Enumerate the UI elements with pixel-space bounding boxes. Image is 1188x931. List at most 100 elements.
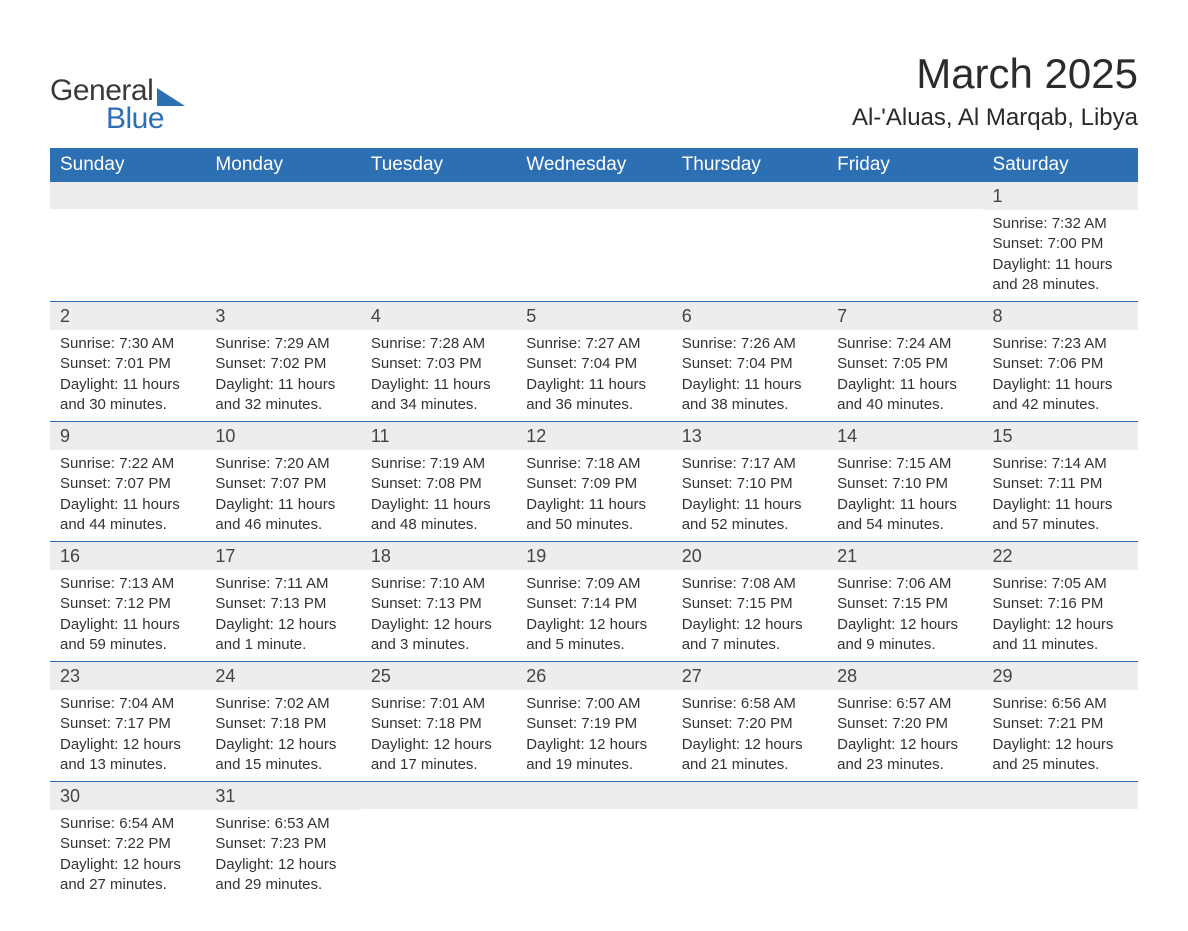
calendar-day-cell: 12Sunrise: 7:18 AMSunset: 7:09 PMDayligh… (516, 422, 671, 542)
day-details (827, 209, 982, 287)
day-details: Sunrise: 7:05 AMSunset: 7:16 PMDaylight:… (983, 570, 1138, 661)
day-details (50, 209, 205, 287)
calendar-day-cell: 27Sunrise: 6:58 AMSunset: 7:20 PMDayligh… (672, 662, 827, 782)
calendar-day-cell: 18Sunrise: 7:10 AMSunset: 7:13 PMDayligh… (361, 542, 516, 662)
day-details: Sunrise: 7:27 AMSunset: 7:04 PMDaylight:… (516, 330, 671, 421)
day-number: 11 (361, 422, 516, 450)
logo-text-blue: Blue (106, 102, 164, 136)
day-number (827, 782, 982, 809)
calendar-week-row: 23Sunrise: 7:04 AMSunset: 7:17 PMDayligh… (50, 662, 1138, 782)
day-number: 13 (672, 422, 827, 450)
day-details (205, 209, 360, 287)
calendar-day-cell: 10Sunrise: 7:20 AMSunset: 7:07 PMDayligh… (205, 422, 360, 542)
day-details: Sunrise: 6:54 AMSunset: 7:22 PMDaylight:… (50, 810, 205, 901)
day-number: 24 (205, 662, 360, 690)
calendar-empty-cell (205, 182, 360, 302)
calendar-day-cell: 9Sunrise: 7:22 AMSunset: 7:07 PMDaylight… (50, 422, 205, 542)
title-block: March 2025 Al-'Aluas, Al Marqab, Libya (852, 50, 1138, 132)
day-number: 17 (205, 542, 360, 570)
day-number: 10 (205, 422, 360, 450)
day-number (516, 782, 671, 809)
day-details (361, 209, 516, 287)
day-number: 7 (827, 302, 982, 330)
calendar-day-cell: 16Sunrise: 7:13 AMSunset: 7:12 PMDayligh… (50, 542, 205, 662)
day-number: 12 (516, 422, 671, 450)
weekday-header-row: SundayMondayTuesdayWednesdayThursdayFrid… (50, 148, 1138, 182)
day-number: 25 (361, 662, 516, 690)
calendar-day-cell: 3Sunrise: 7:29 AMSunset: 7:02 PMDaylight… (205, 302, 360, 422)
day-number (516, 182, 671, 209)
location-subtitle: Al-'Aluas, Al Marqab, Libya (852, 104, 1138, 132)
weekday-header: Wednesday (516, 148, 671, 182)
day-details (672, 809, 827, 887)
day-number (205, 182, 360, 209)
weekday-header: Monday (205, 148, 360, 182)
day-details: Sunrise: 7:32 AMSunset: 7:00 PMDaylight:… (983, 210, 1138, 301)
calendar-week-row: 2Sunrise: 7:30 AMSunset: 7:01 PMDaylight… (50, 302, 1138, 422)
day-details: Sunrise: 6:57 AMSunset: 7:20 PMDaylight:… (827, 690, 982, 781)
day-number: 30 (50, 782, 205, 810)
logo: General Blue (50, 74, 185, 136)
day-number (672, 182, 827, 209)
day-details: Sunrise: 7:18 AMSunset: 7:09 PMDaylight:… (516, 450, 671, 541)
calendar-week-row: 9Sunrise: 7:22 AMSunset: 7:07 PMDaylight… (50, 422, 1138, 542)
day-details: Sunrise: 7:30 AMSunset: 7:01 PMDaylight:… (50, 330, 205, 421)
calendar-day-cell: 13Sunrise: 7:17 AMSunset: 7:10 PMDayligh… (672, 422, 827, 542)
day-details (516, 209, 671, 287)
calendar-day-cell: 1Sunrise: 7:32 AMSunset: 7:00 PMDaylight… (983, 182, 1138, 302)
calendar-day-cell: 21Sunrise: 7:06 AMSunset: 7:15 PMDayligh… (827, 542, 982, 662)
day-number: 9 (50, 422, 205, 450)
day-number: 4 (361, 302, 516, 330)
weekday-header: Friday (827, 148, 982, 182)
day-details: Sunrise: 6:56 AMSunset: 7:21 PMDaylight:… (983, 690, 1138, 781)
day-details: Sunrise: 7:04 AMSunset: 7:17 PMDaylight:… (50, 690, 205, 781)
calendar-week-row: 1Sunrise: 7:32 AMSunset: 7:00 PMDaylight… (50, 182, 1138, 302)
day-number: 3 (205, 302, 360, 330)
day-details: Sunrise: 7:22 AMSunset: 7:07 PMDaylight:… (50, 450, 205, 541)
day-details: Sunrise: 7:01 AMSunset: 7:18 PMDaylight:… (361, 690, 516, 781)
day-details: Sunrise: 6:58 AMSunset: 7:20 PMDaylight:… (672, 690, 827, 781)
calendar-empty-cell (672, 182, 827, 302)
calendar-day-cell: 14Sunrise: 7:15 AMSunset: 7:10 PMDayligh… (827, 422, 982, 542)
day-details: Sunrise: 7:08 AMSunset: 7:15 PMDaylight:… (672, 570, 827, 661)
calendar-day-cell: 20Sunrise: 7:08 AMSunset: 7:15 PMDayligh… (672, 542, 827, 662)
day-details: Sunrise: 7:02 AMSunset: 7:18 PMDaylight:… (205, 690, 360, 781)
day-number: 20 (672, 542, 827, 570)
calendar-empty-cell (672, 782, 827, 902)
calendar-day-cell: 17Sunrise: 7:11 AMSunset: 7:13 PMDayligh… (205, 542, 360, 662)
calendar-week-row: 30Sunrise: 6:54 AMSunset: 7:22 PMDayligh… (50, 782, 1138, 902)
day-number: 6 (672, 302, 827, 330)
day-number: 2 (50, 302, 205, 330)
calendar-week-row: 16Sunrise: 7:13 AMSunset: 7:12 PMDayligh… (50, 542, 1138, 662)
day-number: 14 (827, 422, 982, 450)
day-number: 27 (672, 662, 827, 690)
calendar-day-cell: 22Sunrise: 7:05 AMSunset: 7:16 PMDayligh… (983, 542, 1138, 662)
day-details: Sunrise: 7:19 AMSunset: 7:08 PMDaylight:… (361, 450, 516, 541)
calendar-day-cell: 30Sunrise: 6:54 AMSunset: 7:22 PMDayligh… (50, 782, 205, 902)
day-number: 16 (50, 542, 205, 570)
calendar-empty-cell (516, 182, 671, 302)
day-number: 5 (516, 302, 671, 330)
day-details: Sunrise: 7:17 AMSunset: 7:10 PMDaylight:… (672, 450, 827, 541)
day-number (983, 782, 1138, 809)
day-number: 22 (983, 542, 1138, 570)
calendar-day-cell: 29Sunrise: 6:56 AMSunset: 7:21 PMDayligh… (983, 662, 1138, 782)
day-details: Sunrise: 7:15 AMSunset: 7:10 PMDaylight:… (827, 450, 982, 541)
weekday-header: Saturday (983, 148, 1138, 182)
calendar-day-cell: 8Sunrise: 7:23 AMSunset: 7:06 PMDaylight… (983, 302, 1138, 422)
calendar-empty-cell (50, 182, 205, 302)
day-number: 8 (983, 302, 1138, 330)
day-details: Sunrise: 7:28 AMSunset: 7:03 PMDaylight:… (361, 330, 516, 421)
calendar-empty-cell (983, 782, 1138, 902)
day-details: Sunrise: 7:14 AMSunset: 7:11 PMDaylight:… (983, 450, 1138, 541)
day-details (516, 809, 671, 887)
day-details: Sunrise: 7:20 AMSunset: 7:07 PMDaylight:… (205, 450, 360, 541)
calendar-empty-cell (361, 782, 516, 902)
day-number: 23 (50, 662, 205, 690)
day-details: Sunrise: 7:24 AMSunset: 7:05 PMDaylight:… (827, 330, 982, 421)
day-details: Sunrise: 7:09 AMSunset: 7:14 PMDaylight:… (516, 570, 671, 661)
day-details: Sunrise: 7:11 AMSunset: 7:13 PMDaylight:… (205, 570, 360, 661)
calendar-empty-cell (361, 182, 516, 302)
day-details: Sunrise: 7:29 AMSunset: 7:02 PMDaylight:… (205, 330, 360, 421)
day-number: 15 (983, 422, 1138, 450)
